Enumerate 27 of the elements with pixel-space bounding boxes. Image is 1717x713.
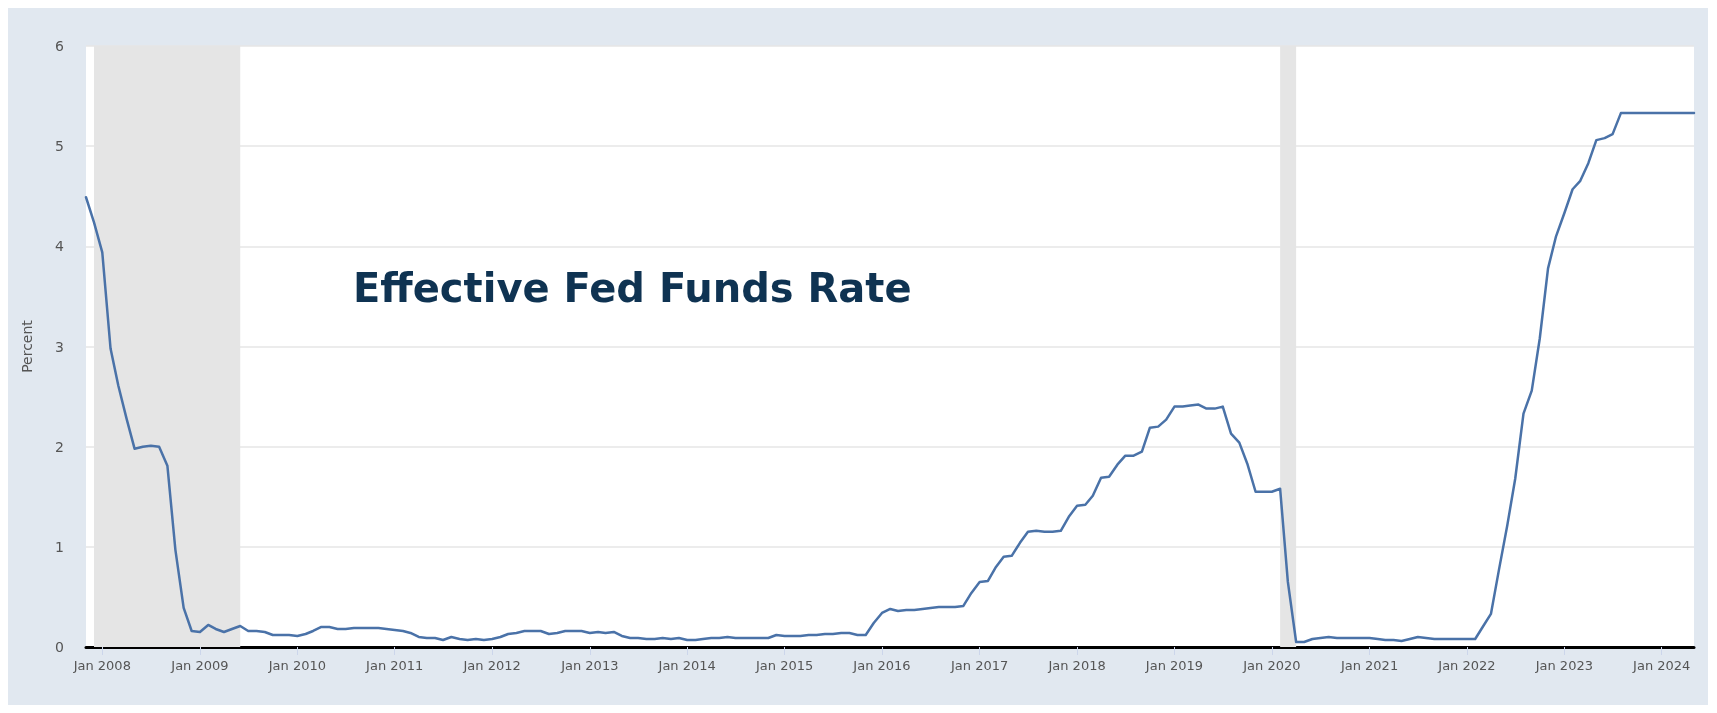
- y-tick-label: 1: [55, 538, 64, 555]
- y-tick-label: 4: [55, 238, 65, 255]
- x-tick-label: Jan 2018: [1047, 658, 1106, 673]
- x-tick-label: Jan 2009: [170, 658, 229, 673]
- line-series: [84, 111, 1696, 644]
- x-tick-label: Jan 2023: [1534, 658, 1593, 673]
- y-axis-title: Percent: [19, 319, 35, 373]
- x-tick-label: Jan 2024: [1632, 658, 1691, 673]
- y-tick-label: 6: [55, 38, 65, 54]
- x-tick-label: Jan 2019: [1144, 658, 1204, 673]
- x-tick-label: Jan 2016: [852, 658, 911, 673]
- y-tick-label: 2: [55, 438, 64, 455]
- x-tick-label: Jan 2011: [365, 658, 424, 673]
- x-tick-label: Jan 2008: [72, 658, 131, 673]
- x-tick-label: Jan 2022: [1437, 658, 1496, 673]
- x-tick-label: Jan 2021: [1339, 658, 1399, 673]
- x-tick-label: Jan 2013: [560, 658, 619, 673]
- y-tick-label: 3: [55, 338, 64, 355]
- x-tick-label: Jan 2010: [267, 658, 326, 673]
- y-tick-label: 5: [55, 138, 64, 155]
- text: Effective Fed Funds Rate: [353, 265, 912, 311]
- y-tick-label: 0: [55, 639, 64, 655]
- x-tick-label: Jan 2020: [1242, 658, 1301, 673]
- x-tick-label: Jan 2012: [462, 658, 521, 673]
- x-tick-label: Jan 2014: [657, 658, 716, 673]
- x-tick-label: Jan 2017: [950, 658, 1009, 673]
- x-tick-label: Jan 2015: [754, 658, 814, 673]
